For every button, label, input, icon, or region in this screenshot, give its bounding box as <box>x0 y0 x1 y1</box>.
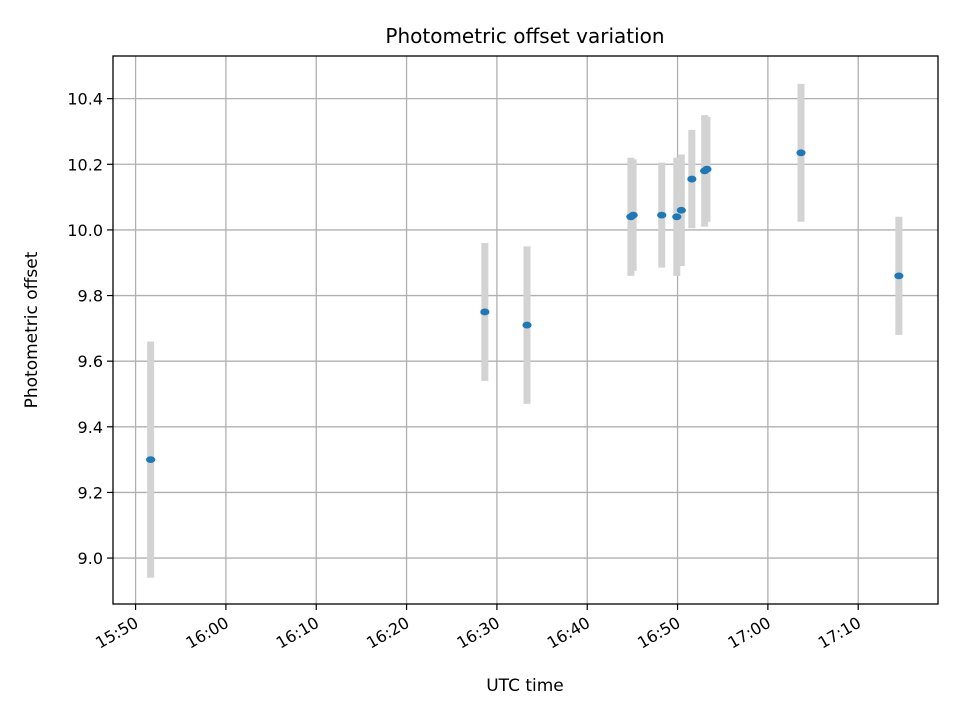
y-tick-label: 9.2 <box>78 483 103 502</box>
y-tick-label: 10.2 <box>67 155 103 174</box>
data-point <box>146 456 156 464</box>
y-tick-label: 9.0 <box>78 549 103 568</box>
data-point <box>672 213 682 221</box>
y-axis-label: Photometric offset <box>22 251 42 408</box>
y-tick-label: 10.4 <box>67 90 103 109</box>
y-tick-label: 9.8 <box>78 287 103 306</box>
plot-frame <box>112 55 939 605</box>
data-point <box>657 211 667 219</box>
y-tick-label: 10.0 <box>67 221 103 240</box>
data-point <box>628 211 638 219</box>
y-tick-label: 9.4 <box>78 418 103 437</box>
data-point <box>676 206 686 214</box>
y-tick-label: 9.6 <box>78 352 103 371</box>
data-point <box>702 165 712 173</box>
point-layer <box>146 149 904 464</box>
data-point <box>522 321 532 329</box>
data-point <box>894 272 904 280</box>
data-point <box>687 175 697 183</box>
x-axis-label: UTC time <box>486 676 564 696</box>
chart-title: Photometric offset variation <box>385 24 664 48</box>
data-point <box>796 149 806 157</box>
data-point <box>480 308 490 316</box>
